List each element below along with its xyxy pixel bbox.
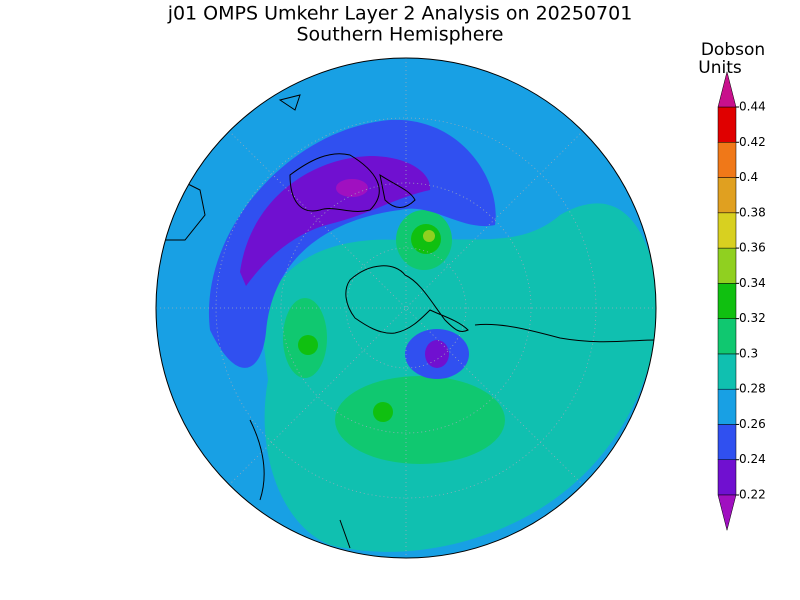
colorbar-tick-label: 0.34 <box>739 276 766 290</box>
colorbar-tick-label: 0.3 <box>739 346 758 360</box>
unit-label: Units <box>698 58 742 78</box>
colorbar-segment <box>717 247 737 284</box>
colorbar-segment <box>717 388 737 425</box>
colorbar-tick-label: 0.28 <box>739 382 766 396</box>
map-border <box>155 57 657 559</box>
colorbar-tick-label: 0.32 <box>739 311 766 325</box>
colorbar-tick-label: 0.22 <box>739 488 766 502</box>
colorbar-tick-label: 0.26 <box>739 417 766 431</box>
colorbar-tick-label: 0.42 <box>739 135 766 149</box>
colorbar-segment <box>717 177 737 214</box>
colorbar-tick-label: 0.44 <box>739 100 766 114</box>
ozone-field <box>156 58 656 558</box>
colorbar-segment <box>717 459 737 496</box>
colorbar-tick-label: 0.24 <box>739 452 766 466</box>
unit-label: Dobson <box>701 40 765 60</box>
colorbar-over <box>717 71 737 108</box>
colorbar-tick-label: 0.38 <box>739 205 766 219</box>
colorbar-tick-label: 0.4 <box>739 170 758 184</box>
colorbar-segment <box>717 283 737 319</box>
map-title: j01 OMPS Umkehr Layer 2 Analysis on 2025… <box>167 3 633 25</box>
colorbar-tick-label: 0.36 <box>739 241 766 255</box>
colorbar-segment <box>717 212 737 249</box>
colorbar-segment <box>717 106 737 143</box>
colorbar-segment <box>717 353 737 390</box>
colorbar-under <box>717 494 737 531</box>
colorbar-segment <box>717 424 737 460</box>
colorbar-segment <box>717 142 737 178</box>
map-subtitle: Southern Hemisphere <box>296 24 503 46</box>
colorbar: 0.22 0.24 0.26 0.28 0.3 0.32 0.34 0.36 0.38 0.4 0.… <box>717 71 766 531</box>
colorbar-segment <box>717 318 737 355</box>
